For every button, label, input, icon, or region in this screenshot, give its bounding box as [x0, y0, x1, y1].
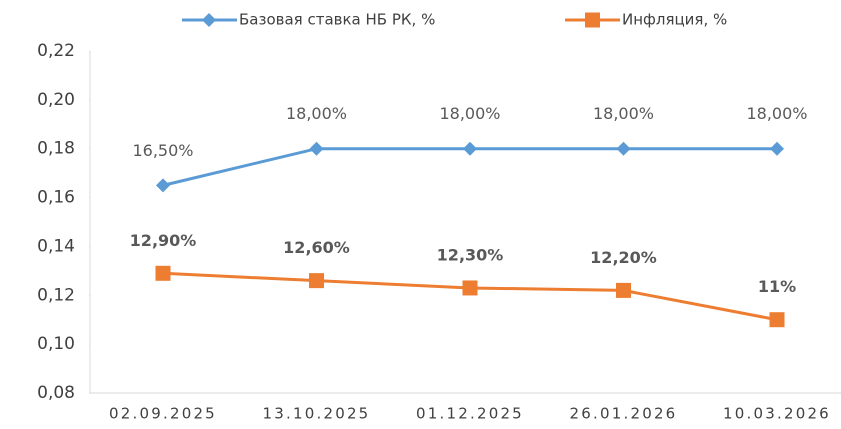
y-tick-label: 0,14 — [37, 236, 75, 256]
data-label: 18,00% — [439, 104, 500, 123]
data-point — [616, 141, 631, 156]
data-label: 12,30% — [437, 245, 504, 264]
series-line — [162, 271, 778, 322]
data-point — [309, 273, 324, 289]
data-label: 12,90% — [130, 231, 197, 250]
data-label: 12,20% — [590, 248, 657, 267]
data-point — [770, 141, 784, 156]
y-tick-label: 0,22 — [37, 41, 75, 61]
y-tick-label: 0,18 — [37, 139, 75, 159]
data-label: 11% — [758, 277, 796, 296]
data-label: 16,50% — [132, 141, 193, 160]
data-point — [769, 312, 785, 328]
data-label: 18,00% — [746, 104, 807, 123]
y-tick-label: 0,16 — [37, 188, 75, 208]
y-tick-label: 0,10 — [37, 334, 75, 354]
data-point — [616, 282, 631, 298]
x-tick-label: 01.12.2025 — [416, 405, 524, 423]
data-label: 18,00% — [286, 104, 347, 123]
data-label: 18,00% — [593, 104, 654, 123]
x-tick-label: 10.03.2026 — [723, 405, 831, 423]
data-point — [155, 265, 171, 281]
data-point — [462, 280, 478, 296]
y-tick-label: 0,20 — [37, 90, 75, 110]
legend-label: Базовая ставка НБ РК, % — [239, 11, 435, 29]
data-label: 12,60% — [283, 238, 350, 257]
y-tick-label: 0,12 — [37, 285, 75, 305]
x-tick-label: 26.01.2026 — [570, 405, 678, 423]
legend-label: Инфляция, % — [622, 11, 727, 29]
data-point — [156, 178, 170, 193]
data-point — [463, 141, 477, 156]
y-tick-label: 0,08 — [37, 383, 75, 403]
data-point — [309, 141, 324, 156]
legend-marker — [585, 12, 600, 28]
x-tick-label: 02.09.2025 — [109, 405, 217, 423]
x-tick-label: 13.10.2025 — [263, 405, 371, 423]
legend-marker — [202, 13, 216, 27]
